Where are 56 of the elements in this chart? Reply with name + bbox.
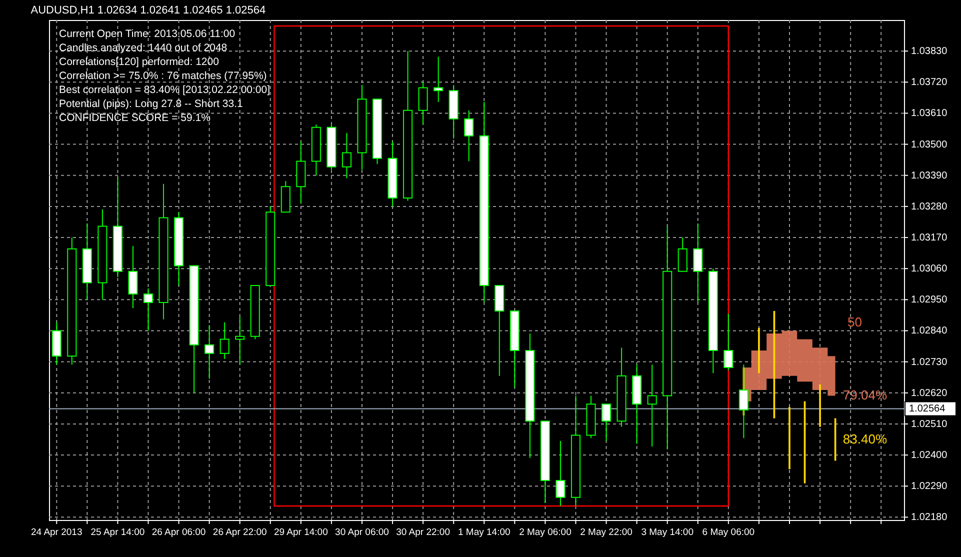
x-tick-label: 3 May 14:00 [641,527,694,538]
y-tick-label: 1.02290 [911,481,948,492]
candlestick [128,245,138,309]
y-tick-label: 1.02180 [911,512,948,524]
annotation: Best correlation = 83.40% [2013.02.22 00:00] [59,84,270,96]
candlestick [693,222,703,303]
candlestick [556,440,566,506]
candlestick [143,288,154,332]
y-tick-label: 1.02620 [911,388,948,399]
x-tick-label: 30 Apr 06:00 [335,527,389,538]
y-tick-label: 1.03830 [911,46,948,58]
y-tick-label: 1.03060 [911,264,948,275]
candlestick [220,322,230,360]
candlestick [738,364,748,439]
x-tick-label: 2 May 22:00 [580,527,632,538]
x-tick-label: 24 Apr 2013 [31,527,82,538]
y-tick-label: 1.02840 [911,326,948,337]
y-tick-label: 1.02730 [911,356,948,368]
y-tick-label: 1.03280 [911,201,948,212]
y-tick-label: 1.02400 [911,450,948,462]
candlestick [602,404,612,442]
legend-label: 79.04% [842,388,888,403]
annotation: 50 [848,314,862,330]
candlestick [342,132,352,179]
series-label: 83.40% [842,431,888,446]
annotation: Correlation >= 75.0% : 76 matches (77.95%) [59,70,267,82]
y-tick-label: 1.02950 [911,294,948,306]
y-tick-label: 1.03390 [911,170,948,182]
y-tick-label: 1.03610 [911,108,948,120]
annotation: CONFIDENCE SCORE = 59.1% [59,112,210,124]
candlestick [724,313,734,371]
chart-title: AUDUSD,H1 1.02634 1.02641 1.02465 1.02564 [30,4,266,16]
x-tick-label: 6 May 06:00 [702,527,755,538]
candlestick [647,364,657,448]
y-tick-label: 1.03500 [911,139,948,150]
candlestick [678,237,688,272]
annotation: Potential (pips): Long 27.8 -- Short 33.1 [59,98,244,110]
annotation: Correlations[120] performed: 1200 [59,56,220,68]
x-tick-label: 2 May 06:00 [519,527,572,538]
x-tick-label: 26 Apr 22:00 [212,527,267,538]
x-tick-label: 1 May 14:00 [458,527,510,538]
ref-line-label: 1.02564 [909,404,946,415]
candlestick [434,56,444,102]
x-tick-label: 26 Apr 06:00 [152,527,206,538]
annotation: Candles analyzed: 1440 out of 2048 [59,42,228,54]
y-tick-label: 1.03170 [911,232,948,244]
candlestick [464,110,474,162]
annotation: Current Open Time: 2013.05.06 11:00 [59,28,236,40]
candlestick [235,316,245,366]
x-tick-label: 29 Apr 14:00 [274,527,328,538]
y-tick-label: 1.02510 [911,418,948,430]
candlestick [204,324,214,380]
y-tick-label: 1.03720 [911,77,948,88]
x-tick-label: 25 Apr 14:00 [90,527,145,538]
x-tick-label: 30 Apr 22:00 [396,527,450,538]
candlestick [418,82,428,126]
